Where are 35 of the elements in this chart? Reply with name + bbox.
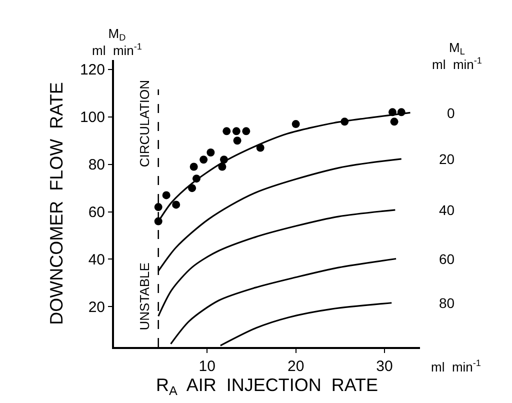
y-axis-title: DOWNCOMER FLOW RATE [46,82,67,325]
point [188,184,196,192]
x-tick-label: 10 [198,358,216,375]
x-axis-title: R$_{A}$ AIR INJECTION RATE [156,375,378,398]
y-tick-label: 20 [88,298,105,316]
y-tick-label: 60 [88,204,105,222]
text: 20 [439,151,455,167]
point [242,127,250,136]
text: 80 [439,295,455,311]
point [232,127,240,136]
y-tick-label: 120 [80,62,105,79]
text: 60 [439,251,455,267]
y-tick-label: 100 [80,109,105,126]
point [222,127,231,136]
point [190,162,198,171]
point [162,191,170,200]
point [200,156,208,164]
text: M$_{L}$ ml min$^{-1}$ [432,40,482,72]
point [172,200,180,209]
x-tick-label: 30 [376,358,393,375]
line-series [170,258,397,345]
point [154,203,162,212]
text: ml min$^{-1}$ [431,358,481,374]
text: 0 [447,105,455,121]
text: M$_{D}$ ml min$^{-1}$ [92,26,142,58]
point [390,118,398,126]
point [233,136,242,145]
point [206,148,215,156]
annotation: UNSTABLE [136,262,152,330]
x-tick-label: 20 [287,358,304,375]
point [292,120,300,128]
annotation: CIRCULATION [137,80,152,168]
text: 40 [439,202,455,218]
y-tick-label: 80 [88,156,105,174]
y-tick-label: 40 [88,251,105,268]
